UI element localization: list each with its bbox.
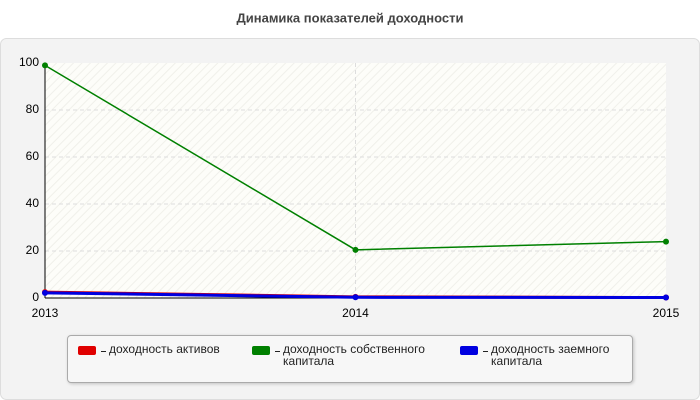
x-tick-label: 2013: [32, 306, 59, 320]
legend-swatch: [460, 346, 478, 355]
legend-item: доходность активов: [78, 343, 259, 355]
point: [352, 294, 359, 301]
point: [663, 238, 669, 245]
plot-area: [45, 63, 666, 298]
y-tick-label: 40: [26, 196, 40, 210]
legend-dash: [101, 351, 106, 352]
x-tick-label: 2014: [342, 306, 369, 320]
chart-title: Динамика показателей доходности: [236, 10, 463, 25]
point: [42, 62, 48, 69]
y-tick-label: 100: [19, 55, 39, 69]
legend-label: доходность активов: [109, 342, 220, 356]
legend-label: доходность заемного капитала: [491, 342, 610, 368]
x-tick-label: 2015: [653, 306, 680, 320]
legend-item: доходность заемного капитала: [460, 343, 651, 367]
legend-dash: [275, 351, 280, 352]
legend-dash: [483, 351, 488, 352]
legend-swatch: [78, 346, 96, 355]
legend-swatch: [252, 346, 270, 355]
point: [663, 294, 669, 301]
y-tick-label: 80: [26, 102, 40, 116]
legend-label: доходность собственного капитала: [283, 342, 425, 368]
y-tick-label: 20: [26, 243, 40, 257]
legend-item: доходность собственного капитала: [252, 343, 473, 367]
y-tick-label: 60: [26, 149, 40, 163]
y-tick-label: 0: [32, 290, 39, 304]
point: [352, 246, 359, 253]
legend: доходность активов доходность собственног…: [67, 335, 633, 383]
point: [42, 289, 48, 296]
